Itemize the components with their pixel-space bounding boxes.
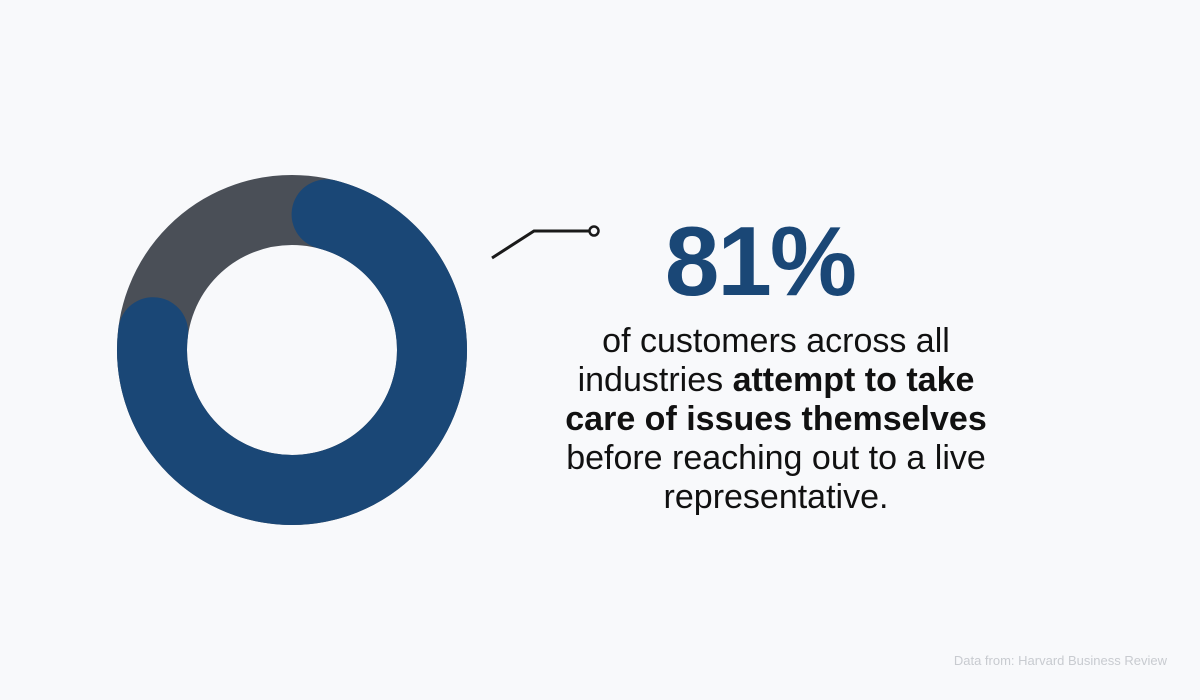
- stat-description: of customers across all industries attem…: [560, 322, 992, 517]
- desc-text-end: before reaching out to a live representa…: [566, 439, 986, 516]
- callout-line: [491, 229, 592, 260]
- stat-value: 81%: [664, 206, 857, 316]
- callout-dot: [588, 225, 600, 237]
- desc-text: of customers across all industries: [577, 322, 950, 399]
- donut-slice-main: [117, 179, 467, 525]
- source-note: Data from: Harvard Business Review: [953, 653, 1167, 668]
- desc-bold: attempt to take care of issues themselve…: [565, 361, 987, 438]
